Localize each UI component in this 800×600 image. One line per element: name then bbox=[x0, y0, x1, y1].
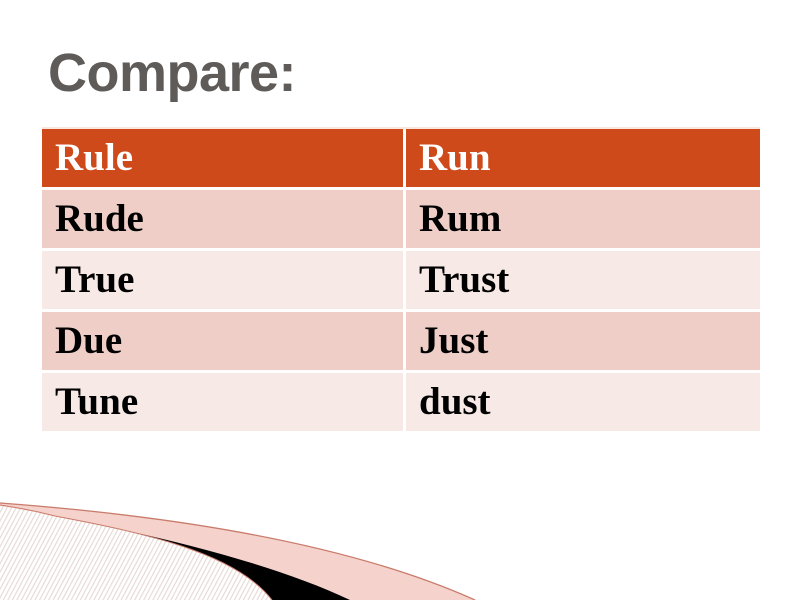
column-header-run: Run bbox=[406, 129, 760, 187]
table-row: Tune dust bbox=[42, 373, 760, 431]
table-cell: True bbox=[42, 251, 403, 309]
table-cell: Just bbox=[406, 312, 760, 370]
table-cell: Trust bbox=[406, 251, 760, 309]
table-cell: Rude bbox=[42, 190, 403, 248]
table-cell: Due bbox=[42, 312, 403, 370]
column-header-rule: Rule bbox=[42, 129, 403, 187]
table-cell: Tune bbox=[42, 373, 403, 431]
comparison-table: Rule Run Rude Rum True Trust Due Just Tu… bbox=[42, 127, 760, 431]
table-row: True Trust bbox=[42, 251, 760, 309]
swoosh-top-line bbox=[0, 502, 476, 600]
table-row: Rude Rum bbox=[42, 190, 760, 248]
table-cell: Rum bbox=[406, 190, 760, 248]
slide-title: Compare: bbox=[48, 43, 297, 103]
table-row: Due Just bbox=[42, 312, 760, 370]
swoosh-pink-band bbox=[0, 503, 475, 600]
swoosh-hatch-band bbox=[0, 506, 272, 600]
table-header-row: Rule Run bbox=[42, 129, 760, 187]
swoosh-black-band bbox=[55, 516, 350, 600]
swoosh-divider-line bbox=[0, 504, 273, 600]
table-cell: dust bbox=[406, 373, 760, 431]
